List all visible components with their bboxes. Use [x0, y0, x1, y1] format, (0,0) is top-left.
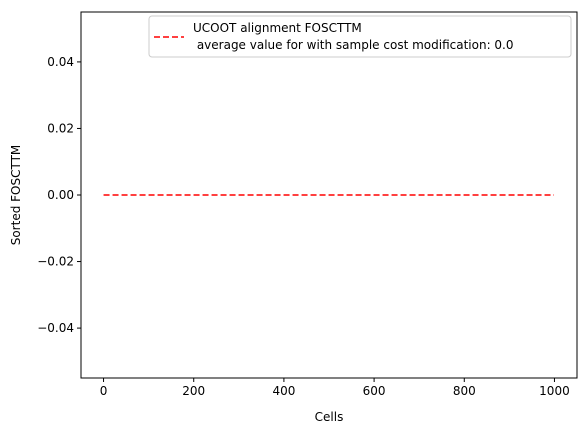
y-axis: 0.04 0.02 0.00 −0.02 −0.04	[37, 55, 81, 335]
y-tick-label: 0.04	[47, 55, 74, 69]
x-tick-label: 200	[182, 384, 205, 398]
y-tick-label: −0.02	[37, 255, 74, 269]
y-tick-label: 0.02	[47, 121, 74, 135]
legend-entry-line1: UCOOT alignment FOSCTTM	[193, 21, 362, 35]
x-tick-label: 600	[363, 384, 386, 398]
y-tick-label: 0.00	[47, 188, 74, 202]
legend-entry-line2: average value for with sample cost modif…	[193, 38, 514, 52]
x-axis: 0 200 400 600 800 1000	[100, 378, 570, 398]
x-axis-label: Cells	[315, 410, 344, 424]
y-tick-label: −0.04	[37, 321, 74, 335]
x-tick-label: 800	[453, 384, 476, 398]
legend: UCOOT alignment FOSCTTM average value fo…	[149, 16, 571, 57]
x-tick-label: 0	[100, 384, 108, 398]
y-axis-label: Sorted FOSCTTM	[9, 145, 23, 246]
x-tick-label: 1000	[539, 384, 570, 398]
x-tick-label: 400	[272, 384, 295, 398]
